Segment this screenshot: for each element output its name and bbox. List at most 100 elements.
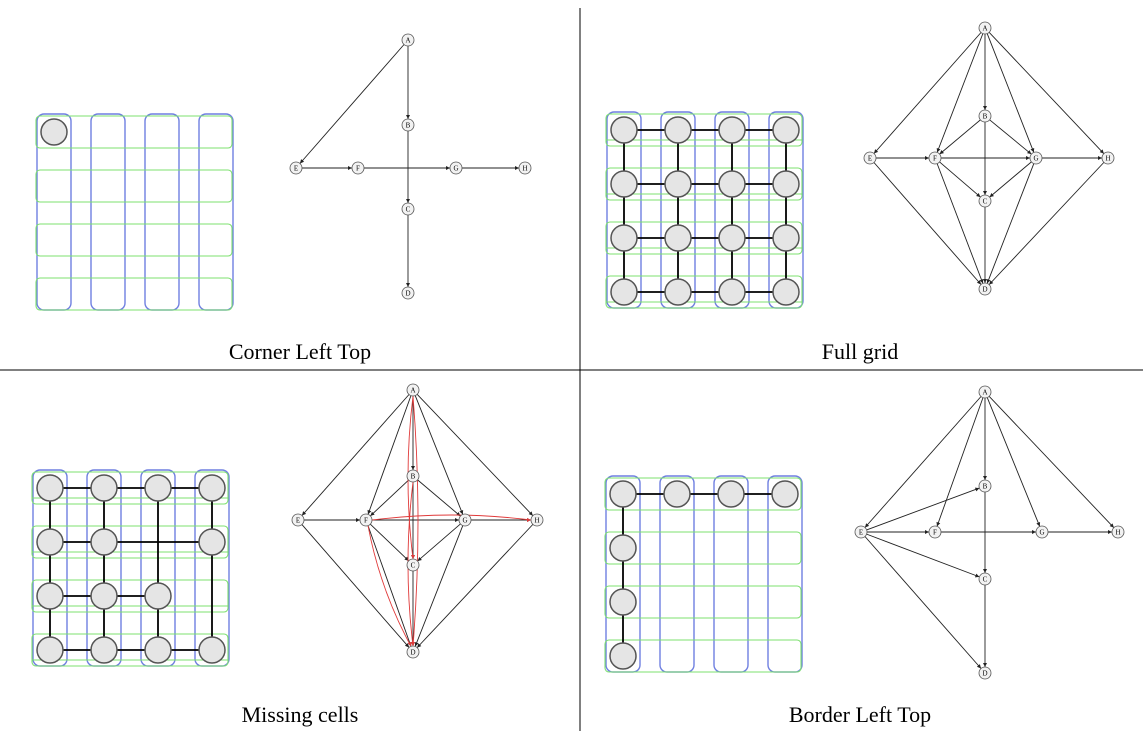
graph-edge	[416, 394, 534, 516]
grid-cell-node	[90, 528, 118, 556]
row-region	[604, 477, 802, 511]
grid-cell-node	[718, 170, 746, 198]
grid-cell-node	[772, 170, 800, 198]
edge-arrow	[1030, 147, 1035, 153]
graph-edge	[370, 479, 409, 517]
panel-corner-left-top: A B C D E F G H Corner Left Top	[35, 33, 532, 364]
edge-arrow	[976, 192, 981, 198]
graph-node-label: A	[410, 387, 415, 395]
graph-node-label: A	[405, 37, 410, 45]
grid-diagram	[604, 475, 803, 673]
grid-cell-node	[772, 224, 800, 252]
graph-edge	[936, 397, 984, 527]
row-region	[604, 531, 802, 565]
graph-edge	[936, 33, 984, 153]
graph-node	[978, 21, 992, 35]
graph-node	[401, 118, 415, 132]
edge-arrow	[1032, 530, 1036, 534]
grid-cell-node	[144, 636, 172, 664]
grid-diagram	[605, 111, 804, 309]
column-region	[144, 113, 180, 311]
edge-arrow	[979, 278, 984, 284]
edge-arrow	[936, 147, 941, 153]
graph-node	[351, 161, 365, 175]
edge-arrow	[417, 556, 422, 562]
graph-node	[458, 513, 472, 527]
row-region	[604, 639, 802, 673]
edge-arrow	[939, 150, 944, 155]
grid-cell-node	[36, 474, 64, 502]
edge-arrow	[983, 663, 987, 667]
grid-cell-node	[664, 170, 692, 198]
panel-caption: Full grid	[822, 339, 898, 364]
grid-diagram	[31, 469, 230, 667]
graph-edge	[936, 163, 984, 284]
edge-arrow	[528, 511, 533, 516]
graph-node	[1111, 525, 1125, 539]
graph-edge	[989, 161, 1032, 198]
graph-node-label: B	[411, 473, 416, 481]
graph-node	[978, 194, 992, 208]
panel-border-left-top: A B C D E F G H Border Left Top	[604, 385, 1125, 727]
panel-caption: Corner Left Top	[229, 339, 371, 364]
grid-cell-node	[40, 118, 68, 146]
grid-cell-node	[144, 582, 172, 610]
graph-edge	[988, 162, 1105, 285]
graph-edge	[988, 32, 1105, 154]
grid-cell-node	[90, 582, 118, 610]
graph-node-label: G	[1039, 529, 1044, 537]
graph-node	[530, 513, 544, 527]
graph-edge	[866, 487, 980, 531]
row-region	[605, 221, 803, 255]
edge-arrow	[411, 555, 415, 559]
edge-arrow	[370, 511, 375, 516]
edge-arrow	[348, 166, 352, 170]
row-region	[605, 167, 803, 201]
graph-edge	[939, 161, 981, 198]
graph-node	[401, 286, 415, 300]
edge-arrow	[1109, 523, 1114, 528]
edge-arrow	[1026, 156, 1030, 160]
edge-arrow	[406, 115, 410, 119]
edge-arrow	[404, 643, 410, 648]
grid-cell-node	[198, 528, 226, 556]
edge-arrow	[974, 573, 980, 578]
graph-edge	[866, 533, 980, 578]
edge-arrow	[299, 159, 305, 164]
graph-node-label: F	[933, 155, 937, 163]
graph-node	[978, 479, 992, 493]
graph-node-label: E	[294, 165, 298, 173]
graph-node	[289, 161, 303, 175]
edge-arrow	[925, 156, 929, 160]
graph-node	[406, 469, 420, 483]
edge-arrow	[989, 193, 994, 198]
grid-cell-node	[36, 636, 64, 664]
graph-node-label: B	[406, 122, 411, 130]
graph-edge	[873, 32, 982, 154]
graph-node	[1035, 525, 1049, 539]
graph-node-label: G	[453, 165, 458, 173]
panel-missing-cells: A B C D E F G H Missing cells	[31, 383, 544, 727]
row-region	[31, 471, 229, 505]
grid-cell-node	[664, 278, 692, 306]
column-region	[90, 113, 126, 311]
graph-node-label: F	[933, 529, 937, 537]
graph-node-label: G	[1033, 155, 1038, 163]
row-region	[605, 275, 803, 309]
graph-node	[978, 109, 992, 123]
edge-arrow	[974, 487, 980, 492]
row-region	[604, 585, 802, 619]
grid-cell-node	[771, 480, 799, 508]
grid-cell-node	[36, 582, 64, 610]
grid-cell-node	[609, 534, 637, 562]
graph-node-label: H	[522, 165, 527, 173]
state-graph: A B C D E F G H	[863, 21, 1115, 296]
edge-arrow	[411, 642, 415, 646]
grid-cell-node	[664, 224, 692, 252]
state-graph: A B C D E F G H	[291, 383, 544, 659]
row-region	[35, 277, 233, 311]
edge-arrow	[1036, 521, 1041, 527]
graph-node	[449, 161, 463, 175]
edge-arrow	[407, 641, 412, 647]
